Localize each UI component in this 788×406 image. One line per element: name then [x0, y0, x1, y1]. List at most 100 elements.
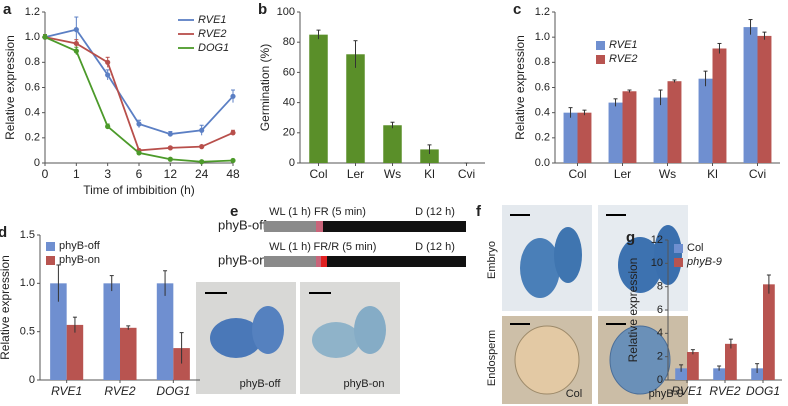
x-tick-label: RVE2: [709, 384, 740, 398]
point: [105, 72, 111, 78]
bar: [713, 368, 725, 380]
bar: [751, 368, 763, 380]
legend-label: RVE2: [198, 28, 227, 40]
bar: [120, 327, 137, 380]
x-tick-label: 1: [73, 167, 80, 181]
scale-bar: [205, 292, 227, 294]
point: [42, 34, 48, 40]
x-tick-label: Col: [568, 167, 586, 181]
bar: [383, 125, 402, 163]
legend-label: DOG1: [198, 42, 229, 54]
x-tick-label: Kl: [707, 167, 718, 181]
x-tick-label: DOG1: [746, 384, 780, 398]
bar: [420, 149, 439, 163]
panel-c: c 0.0 0.2 0.4 0.6 0.8 1.0 1.2 Relative expressio…: [513, 1, 780, 181]
x-tick-label: Cvi: [749, 167, 766, 181]
point: [167, 145, 173, 151]
x-tick-label: 12: [164, 167, 178, 181]
y-tick-label: 12: [651, 234, 663, 246]
panel-f: f Embryo Endosperm Col phyB-9: [476, 203, 688, 404]
step-label: FR/R (5 min): [314, 241, 377, 253]
legend-label: RVE1: [609, 39, 638, 51]
bar: [712, 48, 727, 163]
y-tick-label: 10: [651, 257, 663, 269]
y-axis-label: Relative expression: [513, 35, 527, 140]
fr-bar: [316, 221, 323, 232]
panel-b: b 0 20 40 60 80 100 Germination (%) Col Ler Ws Kl Cv…: [258, 1, 485, 181]
step-label: FR (5 min): [314, 206, 366, 218]
bar: [563, 112, 578, 163]
x-tick-label: Ler: [614, 167, 631, 181]
point: [105, 59, 111, 65]
y-axis-label: Relative expression: [626, 258, 640, 363]
row-label: phyB-off: [218, 217, 267, 232]
y-tick-label: 40: [283, 97, 295, 109]
bar: [577, 112, 592, 163]
y-axis-label: Germination (%): [258, 44, 272, 131]
caption: phyB-on: [344, 378, 385, 390]
y-tick-label: 6: [657, 304, 663, 316]
legend-label: RVE1: [198, 14, 227, 26]
y-tick-label: 0: [657, 374, 663, 386]
point: [136, 150, 142, 156]
x-tick-label: RVE1: [671, 384, 702, 398]
scale-bar: [309, 292, 331, 294]
panel-letter: c: [513, 1, 521, 18]
y-tick-label: 1.0: [25, 31, 40, 43]
y-tick-label: 0.0: [535, 157, 550, 169]
legend-label: phyB-9: [686, 256, 722, 268]
legend-swatch: [46, 242, 55, 251]
panel-letter: d: [0, 224, 7, 241]
panel-letter: f: [476, 203, 482, 220]
y-tick-label: 1.0: [20, 277, 35, 289]
scale-bar: [510, 214, 530, 216]
legend-swatch: [674, 258, 683, 267]
legend-label: Col: [687, 242, 704, 254]
y-tick-label: 0.4: [535, 107, 550, 119]
legend-label: RVE2: [609, 53, 638, 65]
panel-g: g 0 2 4 6 8 10 12 Relative expression RVE1 RVE2 DOG…: [626, 229, 782, 398]
x-tick-label: 0: [42, 167, 49, 181]
y-axis-label: Relative expression: [0, 255, 12, 360]
panel-letter: g: [626, 229, 635, 246]
y-tick-label: 60: [283, 66, 295, 78]
x-tick-label: Col: [309, 167, 327, 181]
legend-label: phyB-off: [59, 240, 101, 252]
y-tick-label: 0.4: [25, 107, 40, 119]
row-label: phyB-on: [218, 252, 266, 267]
cotyledon: [354, 306, 386, 354]
y-tick-label: 0.2: [25, 132, 40, 144]
bar: [757, 35, 772, 163]
y-tick-label: 1.2: [25, 6, 40, 18]
y-tick-label: 20: [283, 127, 295, 139]
legend-label: phyB-on: [59, 254, 100, 266]
scale-bar: [510, 323, 530, 325]
panel-d: d 0 0.5 1.0 1.5 Relative expression RVE1 RVE2 DO…: [0, 224, 200, 398]
x-axis-label: Time of imbibition (h): [83, 183, 195, 197]
point: [73, 40, 79, 47]
y-tick-label: 0.5: [20, 326, 35, 338]
point: [230, 93, 236, 99]
point: [167, 156, 173, 162]
y-axis-label: Relative expression: [3, 35, 17, 140]
point: [199, 159, 205, 165]
y-tick-label: 0.6: [25, 81, 40, 93]
y-tick-label: 2: [657, 351, 663, 363]
x-tick-label: Kl: [424, 167, 435, 181]
y-tick-label: 1.5: [20, 229, 35, 241]
point: [136, 121, 142, 127]
y-tick-label: 0.8: [535, 56, 550, 68]
bar: [622, 91, 637, 163]
bar: [346, 54, 365, 163]
x-tick-label: 24: [195, 167, 209, 181]
bar: [50, 283, 67, 380]
wl-bar: [264, 221, 316, 232]
x-tick-label: RVE1: [51, 384, 82, 398]
point: [199, 144, 205, 150]
y-tick-label: 0: [34, 157, 40, 169]
point: [105, 123, 111, 130]
legend-swatch: [596, 55, 605, 64]
row-label: Endosperm: [486, 330, 498, 386]
x-tick-label: 3: [104, 167, 111, 181]
